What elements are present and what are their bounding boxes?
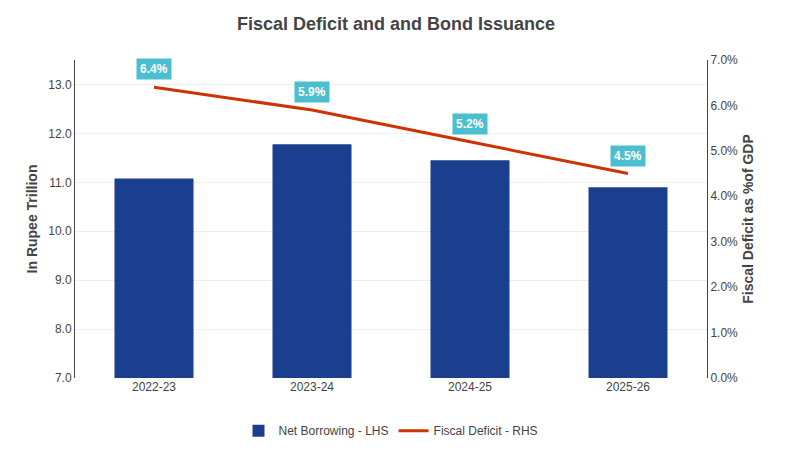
- svg-text:11.0: 11.0: [49, 176, 72, 190]
- svg-text:3.0%: 3.0%: [710, 235, 738, 249]
- svg-text:12.0: 12.0: [48, 127, 72, 141]
- svg-text:5.9%: 5.9%: [298, 85, 326, 99]
- svg-text:2022-23: 2022-23: [132, 380, 176, 394]
- svg-text:7.0: 7.0: [55, 371, 72, 385]
- svg-text:5.2%: 5.2%: [456, 117, 484, 131]
- svg-text:Fiscal Deficit as %of GDP: Fiscal Deficit as %of GDP: [740, 134, 756, 304]
- svg-text:13.0: 13.0: [48, 78, 72, 92]
- svg-text:Net Borrowing - LHS: Net Borrowing - LHS: [279, 424, 389, 438]
- svg-text:9.0: 9.0: [55, 273, 72, 287]
- svg-text:2024-25: 2024-25: [448, 380, 492, 394]
- svg-text:2023-24: 2023-24: [290, 380, 334, 394]
- svg-text:8.0: 8.0: [55, 322, 72, 336]
- svg-text:4.5%: 4.5%: [614, 149, 642, 163]
- svg-text:Fiscal Deficit - RHS: Fiscal Deficit - RHS: [434, 424, 538, 438]
- svg-text:In Rupee Trillion: In Rupee Trillion: [24, 165, 40, 274]
- svg-text:7.0%: 7.0%: [710, 53, 738, 67]
- svg-text:4.0%: 4.0%: [710, 189, 738, 203]
- svg-text:1.0%: 1.0%: [710, 326, 738, 340]
- svg-text:2.0%: 2.0%: [710, 280, 738, 294]
- svg-text:6.4%: 6.4%: [140, 62, 168, 76]
- svg-text:2025-26: 2025-26: [606, 380, 650, 394]
- svg-text:Fiscal Deficit and and Bond Is: Fiscal Deficit and and Bond Issuance: [237, 14, 555, 34]
- svg-text:6.0%: 6.0%: [710, 99, 738, 113]
- svg-text:0.0%: 0.0%: [710, 371, 738, 385]
- svg-text:10.0: 10.0: [48, 224, 72, 238]
- svg-text:5.0%: 5.0%: [710, 144, 738, 158]
